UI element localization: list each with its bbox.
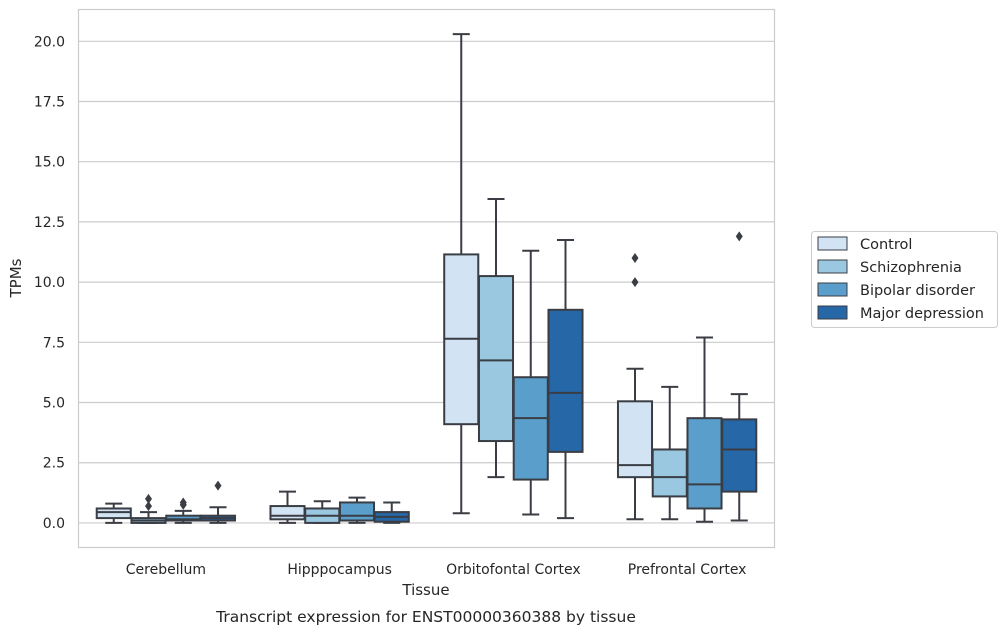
outlier-point <box>145 501 152 512</box>
boxplot-0-0 <box>95 502 132 524</box>
boxplot-3-1 <box>651 385 688 521</box>
legend-label: Control <box>860 237 912 253</box>
plot-frame <box>77 8 776 549</box>
y-tick-label: 20.0 <box>34 34 65 50</box>
box <box>651 448 688 498</box>
outlier-point <box>214 480 222 491</box>
boxplots <box>95 33 758 524</box>
legend-label: Major depression <box>860 306 984 322</box>
boxplot-0-3 <box>199 480 237 524</box>
boxplot-1-0 <box>269 490 306 524</box>
outlier-point <box>179 497 187 508</box>
y-tick-label: 12.5 <box>34 215 65 231</box>
outlier-point <box>145 493 152 504</box>
boxplot-1-3 <box>373 501 410 524</box>
box <box>512 376 549 481</box>
x-tick-labels: Cerebellum Hipppocampus Orbitofontal Corte… <box>126 562 747 578</box>
outlier-point <box>631 253 639 264</box>
outlier-point <box>735 231 743 242</box>
x-tick-label: Prefrontal Cortex <box>628 562 747 578</box>
box <box>269 505 306 521</box>
boxplot-2-0 <box>443 33 480 515</box>
y-tick-label: 17.5 <box>34 95 65 111</box>
legend-swatch <box>817 259 848 274</box>
outlier-point <box>631 277 639 288</box>
y-axis-label: TPMs <box>7 258 25 298</box>
y-tick-label: 5.0 <box>43 396 65 412</box>
legend-swatch <box>817 282 848 297</box>
y-tick-label: 7.5 <box>43 335 65 351</box>
legend-label: Schizophrenia <box>860 260 962 276</box>
boxplot-3-3 <box>721 231 758 522</box>
box <box>338 501 376 522</box>
box <box>721 418 758 493</box>
legend-frame <box>811 231 998 328</box>
boxplot-2-3 <box>547 238 584 520</box>
y-tick-label: 10.0 <box>34 275 65 291</box>
box <box>95 507 132 520</box>
box <box>477 275 515 443</box>
x-axis-label: Tissue <box>401 581 449 599</box>
boxplot-1-1 <box>304 500 341 524</box>
y-tick-labels: 0.0 2.5 5.0 7.5 10.0 12.5 15.0 17.5 20.0 <box>34 34 65 532</box>
chart-caption: Transcript expression for ENST0000036038… <box>215 608 636 626</box>
boxplot-2-1 <box>477 198 515 479</box>
y-tick-label: 15.0 <box>34 155 65 171</box>
legend-swatch <box>817 236 848 251</box>
x-tick-label: Hipppocampus <box>287 562 392 578</box>
legend: Control Schizophrenia Bipolar disorder Majo… <box>811 231 998 328</box>
boxplot-3-2 <box>686 336 723 523</box>
gridlines <box>79 40 774 524</box>
boxplot-3-0 <box>616 253 654 521</box>
y-tick-label: 2.5 <box>43 456 65 472</box>
boxplot-2-2 <box>512 249 549 516</box>
y-tick-label: 0.0 <box>43 516 65 532</box>
legend-swatch <box>817 305 848 320</box>
legend-label: Bipolar disorder <box>860 283 975 299</box>
x-tick-label: Cerebellum <box>126 562 206 578</box>
box <box>547 308 584 453</box>
x-tick-label: Orbitofontal Cortex <box>446 562 581 578</box>
boxplot-0-1 <box>130 493 167 524</box>
box <box>686 417 723 510</box>
boxplot-1-2 <box>338 496 376 524</box>
boxplot-0-2 <box>165 497 202 524</box>
